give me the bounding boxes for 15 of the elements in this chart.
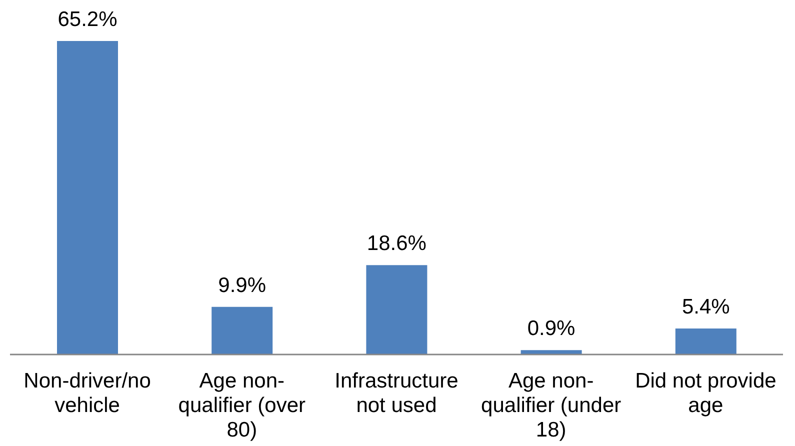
data-label: 0.9% bbox=[527, 317, 576, 340]
bar bbox=[212, 306, 273, 354]
bar bbox=[366, 265, 428, 354]
bar bbox=[57, 41, 118, 354]
x-tick-label: Age non-qualifier (over 80) bbox=[178, 370, 306, 442]
data-label: 5.4% bbox=[682, 296, 730, 319]
x-tick-label: Did not provide age bbox=[635, 370, 776, 417]
x-tick-label: Infrastructure not used bbox=[334, 370, 458, 417]
x-tick-label: Age non-qualifier (under 18) bbox=[481, 370, 622, 442]
data-label: 18.6% bbox=[366, 232, 426, 256]
data-label: 9.9% bbox=[218, 274, 266, 297]
x-tick-label: Non-driver/no vehicle bbox=[24, 370, 151, 417]
data-label: 65.2% bbox=[58, 8, 118, 31]
bar bbox=[675, 328, 736, 354]
bar bbox=[520, 350, 582, 354]
